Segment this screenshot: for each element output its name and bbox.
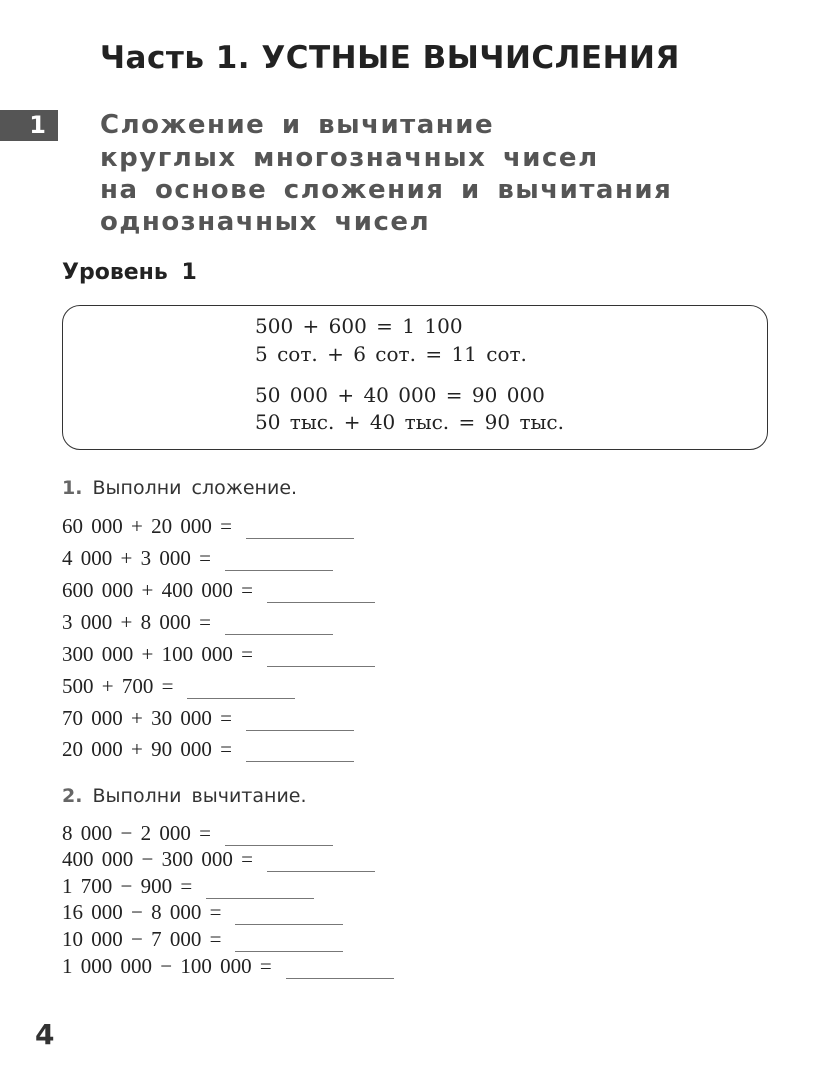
equation-text: 70 000 + 30 000 =	[62, 706, 232, 730]
section-number-badge: 1	[0, 110, 58, 141]
equation-row: 1 000 000 − 100 000 =	[62, 954, 394, 979]
page-number: 4	[35, 1018, 55, 1051]
equation-text: 300 000 + 100 000 =	[62, 642, 253, 666]
example-line: 500 + 600 = 1 100	[255, 314, 463, 338]
answer-blank[interactable]	[206, 880, 315, 899]
section-heading-line: однозначных чисел	[100, 207, 431, 237]
example-box	[62, 305, 768, 450]
equation-text: 1 000 000 − 100 000 =	[62, 954, 272, 978]
answer-blank[interactable]	[266, 584, 375, 603]
equation-text: 60 000 + 20 000 =	[62, 514, 232, 538]
task-text: Выполни вычитание.	[92, 785, 307, 807]
equation-row: 600 000 + 400 000 =	[62, 578, 375, 603]
answer-blank[interactable]	[224, 616, 333, 635]
section-heading-line: Сложение и вычитание	[100, 110, 495, 140]
task-number: 1.	[62, 477, 83, 499]
answer-blank[interactable]	[266, 648, 375, 667]
answer-blank[interactable]	[235, 933, 344, 952]
answer-blank[interactable]	[235, 906, 344, 925]
section-heading-line: на основе сложения и вычитания	[100, 175, 673, 205]
equation-row: 4 000 + 3 000 =	[62, 546, 333, 571]
equation-text: 20 000 + 90 000 =	[62, 737, 232, 761]
equation-text: 1 700 − 900 =	[62, 874, 193, 898]
level-heading: Уровень 1	[62, 260, 197, 285]
answer-blank[interactable]	[245, 520, 354, 539]
task-text: Выполни сложение.	[92, 477, 298, 499]
equation-text: 500 + 700 =	[62, 674, 174, 698]
answer-blank[interactable]	[285, 960, 394, 979]
answer-blank[interactable]	[245, 743, 354, 762]
equation-text: 4 000 + 3 000 =	[62, 546, 211, 570]
equation-row: 10 000 − 7 000 =	[62, 927, 344, 952]
task-number: 2.	[62, 785, 83, 807]
equation-text: 16 000 − 8 000 =	[62, 900, 222, 924]
equation-row: 500 + 700 =	[62, 674, 296, 699]
equation-row: 60 000 + 20 000 =	[62, 514, 354, 539]
answer-blank[interactable]	[224, 827, 333, 846]
equation-row: 16 000 − 8 000 =	[62, 900, 344, 925]
answer-blank[interactable]	[187, 680, 296, 699]
example-line: 50 000 + 40 000 = 90 000	[255, 383, 545, 407]
equation-text: 8 000 − 2 000 =	[62, 821, 211, 845]
equation-text: 400 000 − 300 000 =	[62, 847, 253, 871]
task-1-instruction: 1. Выполни сложение.	[62, 477, 297, 499]
example-line: 5 сот. + 6 сот. = 11 сот.	[255, 342, 527, 366]
equation-row: 3 000 + 8 000 =	[62, 610, 333, 635]
answer-blank[interactable]	[266, 853, 375, 872]
task-2-instruction: 2. Выполни вычитание.	[62, 785, 307, 807]
equation-row: 300 000 + 100 000 =	[62, 642, 375, 667]
section-heading-line: круглых многозначных чисел	[100, 143, 599, 173]
part-title: Часть 1. УСТНЫЕ ВЫЧИСЛЕНИЯ	[100, 40, 680, 76]
equation-row: 400 000 − 300 000 =	[62, 847, 375, 872]
equation-text: 600 000 + 400 000 =	[62, 578, 253, 602]
equation-row: 70 000 + 30 000 =	[62, 706, 354, 731]
equation-row: 8 000 − 2 000 =	[62, 821, 333, 846]
example-line: 50 тыс. + 40 тыс. = 90 тыс.	[255, 410, 564, 434]
answer-blank[interactable]	[224, 552, 333, 571]
answer-blank[interactable]	[245, 712, 354, 731]
equation-row: 1 700 − 900 =	[62, 874, 315, 899]
equation-text: 10 000 − 7 000 =	[62, 927, 222, 951]
equation-text: 3 000 + 8 000 =	[62, 610, 211, 634]
equation-row: 20 000 + 90 000 =	[62, 737, 354, 762]
